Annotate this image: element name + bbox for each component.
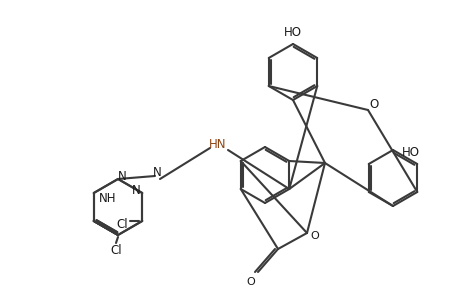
- Text: HO: HO: [402, 146, 420, 159]
- Text: N: N: [132, 185, 140, 198]
- Text: HO: HO: [284, 27, 302, 40]
- Text: Cl: Cl: [110, 245, 122, 258]
- Text: O: O: [370, 98, 379, 111]
- Text: HN: HN: [209, 139, 227, 152]
- Text: O: O: [247, 277, 255, 287]
- Text: N: N: [152, 165, 161, 178]
- Text: O: O: [310, 231, 319, 241]
- Text: Cl: Cl: [116, 217, 128, 230]
- Text: N: N: [118, 169, 127, 182]
- Text: NH: NH: [99, 191, 116, 204]
